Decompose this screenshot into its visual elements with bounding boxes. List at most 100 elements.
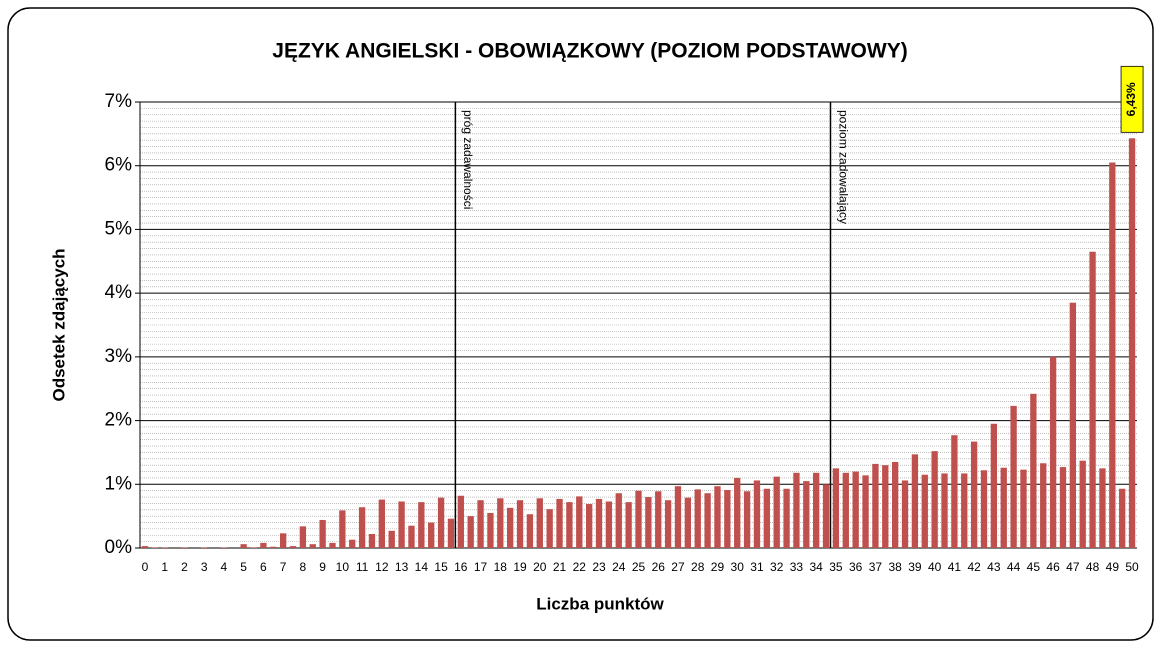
bar bbox=[832, 468, 840, 548]
bar bbox=[358, 507, 366, 548]
x-tick-label: 23 bbox=[592, 560, 606, 574]
x-tick-label: 43 bbox=[987, 560, 1001, 574]
x-tick-label: 50 bbox=[1125, 560, 1139, 574]
x-tick-label: 30 bbox=[731, 560, 745, 574]
bar bbox=[161, 547, 168, 548]
bar bbox=[753, 480, 761, 548]
bar bbox=[743, 491, 751, 548]
bar bbox=[872, 463, 879, 548]
x-tick-label: 14 bbox=[415, 560, 429, 574]
reference-label: próg zadawalności bbox=[461, 110, 475, 209]
bar bbox=[398, 501, 405, 548]
x-tick-label: 22 bbox=[573, 560, 587, 574]
bar bbox=[1030, 393, 1037, 548]
x-tick-label: 46 bbox=[1046, 560, 1060, 574]
bar bbox=[1099, 468, 1106, 548]
bar bbox=[497, 498, 504, 548]
x-tick-label: 48 bbox=[1086, 560, 1100, 574]
bar bbox=[734, 477, 741, 548]
bar bbox=[1000, 467, 1007, 548]
reference-label: poziom zadowalający bbox=[836, 110, 850, 224]
bar bbox=[447, 518, 455, 548]
bar bbox=[250, 547, 257, 548]
x-tick-label: 20 bbox=[533, 560, 547, 574]
bar bbox=[477, 500, 484, 548]
bar bbox=[467, 516, 474, 548]
bar bbox=[457, 495, 464, 548]
bar bbox=[260, 542, 267, 548]
y-axis-title: Odsetek zdających bbox=[49, 248, 68, 401]
chart-title: JĘZYK ANGIELSKI - OBOWIĄZKOWY (POZIOM PO… bbox=[272, 40, 907, 63]
bar bbox=[862, 475, 869, 548]
x-tick-label: 32 bbox=[770, 560, 784, 574]
x-tick-label: 18 bbox=[494, 560, 508, 574]
x-tick-label: 29 bbox=[711, 560, 725, 574]
x-tick-label: 7 bbox=[280, 560, 287, 574]
bar bbox=[289, 546, 297, 548]
x-tick-label: 15 bbox=[434, 560, 448, 574]
value-label: 6,43% bbox=[1124, 82, 1138, 116]
bar bbox=[813, 472, 820, 548]
bar bbox=[428, 522, 435, 548]
x-tick-label: 26 bbox=[652, 560, 666, 574]
bar bbox=[536, 498, 543, 548]
x-tick-label: 9 bbox=[319, 560, 326, 574]
x-tick-label: 39 bbox=[908, 560, 922, 574]
bar bbox=[349, 539, 356, 548]
x-tick-label: 35 bbox=[829, 560, 843, 574]
bar bbox=[655, 491, 662, 548]
bar bbox=[181, 547, 188, 548]
bar bbox=[151, 547, 158, 548]
bar bbox=[901, 480, 909, 548]
bar bbox=[961, 473, 968, 548]
bar bbox=[378, 499, 386, 548]
bar bbox=[240, 544, 247, 548]
x-axis-title: Liczba punktów bbox=[536, 594, 664, 613]
bar bbox=[635, 490, 642, 548]
bar bbox=[684, 497, 692, 548]
bar bbox=[220, 547, 228, 548]
x-tick-label: 25 bbox=[632, 560, 646, 574]
y-tick-label: 1% bbox=[105, 473, 133, 494]
bar bbox=[516, 500, 524, 548]
bar bbox=[763, 488, 770, 548]
y-tick-label: 4% bbox=[105, 282, 133, 303]
bar bbox=[418, 502, 425, 548]
bar bbox=[911, 454, 919, 548]
bar bbox=[339, 510, 346, 548]
bar bbox=[803, 481, 810, 548]
bar bbox=[1069, 302, 1076, 548]
x-tick-label: 6 bbox=[260, 560, 267, 574]
x-tick-label: 28 bbox=[691, 560, 705, 574]
bar bbox=[1010, 405, 1017, 548]
bar bbox=[980, 470, 988, 548]
x-tick-label: 34 bbox=[810, 560, 824, 574]
x-tick-label: 21 bbox=[553, 560, 567, 574]
bar bbox=[645, 497, 652, 548]
x-tick-label: 4 bbox=[221, 560, 228, 574]
bar bbox=[141, 546, 149, 548]
bar bbox=[201, 547, 208, 548]
x-tick-label: 42 bbox=[967, 560, 981, 574]
value-label-box bbox=[1120, 65, 1144, 133]
bar bbox=[674, 486, 682, 548]
x-tick-label: 19 bbox=[513, 560, 527, 574]
bar bbox=[724, 490, 731, 548]
bar bbox=[951, 435, 958, 548]
bar bbox=[388, 530, 395, 548]
y-tick-label: 7% bbox=[105, 91, 133, 112]
bar bbox=[605, 501, 613, 548]
bar bbox=[941, 473, 948, 548]
bar bbox=[694, 489, 701, 548]
y-tick-label: 3% bbox=[105, 346, 133, 367]
bar bbox=[664, 500, 672, 548]
bar bbox=[299, 526, 307, 548]
x-tick-label: 16 bbox=[454, 560, 468, 574]
x-tick-label: 17 bbox=[474, 560, 488, 574]
bar bbox=[931, 451, 938, 548]
bar bbox=[1119, 488, 1126, 548]
y-tick-label: 2% bbox=[105, 410, 133, 431]
bar bbox=[852, 471, 859, 548]
bar bbox=[1128, 138, 1136, 548]
